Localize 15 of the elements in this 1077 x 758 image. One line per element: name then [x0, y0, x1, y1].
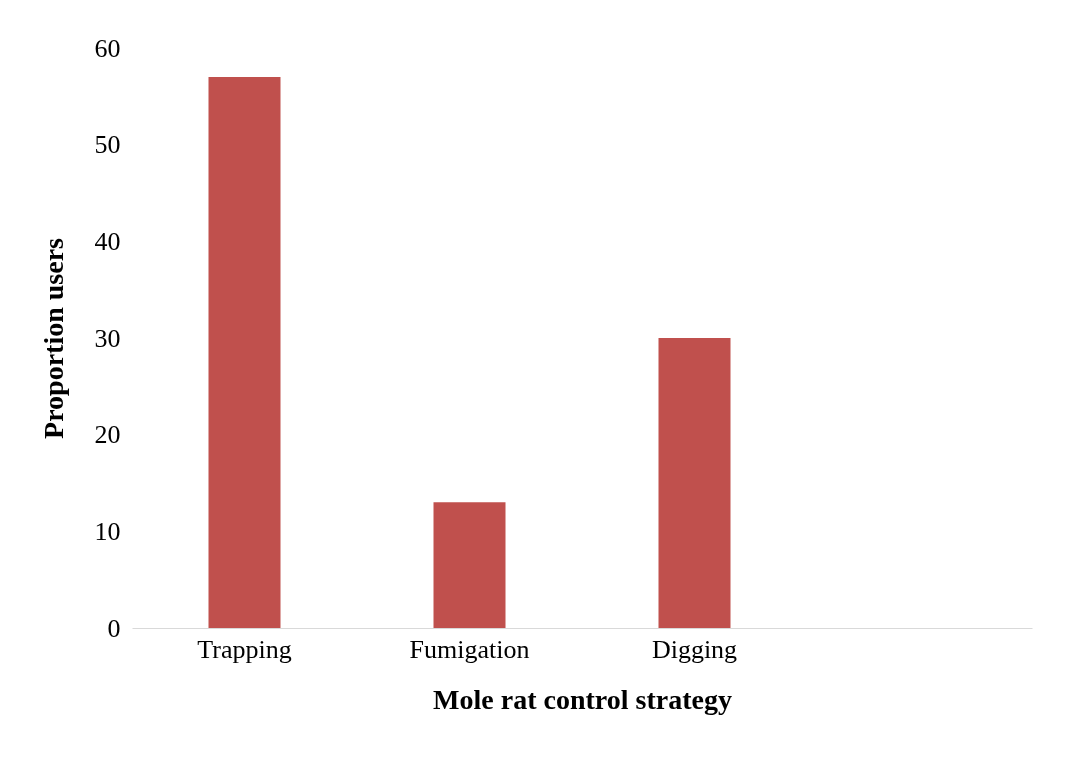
x-tick-label: Fumigation: [409, 634, 530, 664]
bar: [658, 338, 731, 628]
y-tick-label: 20: [94, 420, 121, 450]
y-tick-label: 50: [94, 130, 121, 160]
x-tick-label: Trapping: [197, 634, 292, 664]
x-tick-label: Digging: [651, 634, 738, 664]
y-tick-label: 60: [94, 33, 121, 63]
y-tick-label: 40: [94, 226, 121, 256]
y-tick-label: 10: [94, 516, 121, 546]
x-axis-title: Mole rat control strategy: [433, 683, 732, 715]
y-tick-label: 30: [94, 323, 121, 353]
bar: [208, 77, 281, 628]
y-axis-title: Proportion users: [37, 237, 69, 439]
y-tick-label: 0: [107, 613, 121, 643]
bar: [433, 502, 506, 628]
